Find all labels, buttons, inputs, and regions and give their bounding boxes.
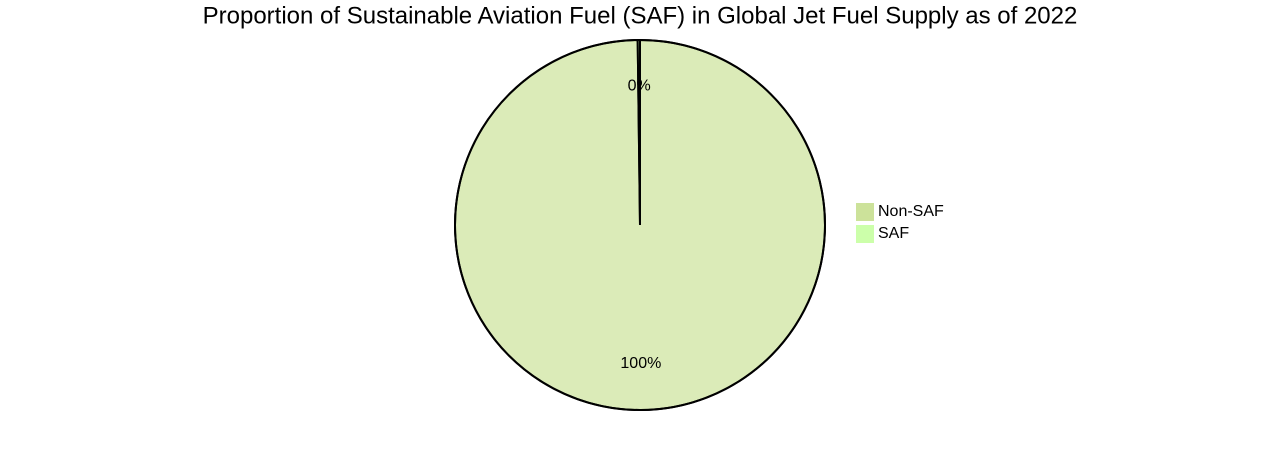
pie-outline — [454, 39, 826, 411]
legend-label: Non-SAF — [878, 203, 944, 220]
chart-title: Proportion of Sustainable Aviation Fuel … — [203, 2, 1078, 29]
slice-label: 0% — [628, 77, 651, 94]
legend-swatch — [856, 203, 874, 221]
slice-label: 100% — [620, 355, 661, 372]
legend-label: SAF — [878, 225, 909, 242]
legend-swatch — [856, 225, 874, 243]
